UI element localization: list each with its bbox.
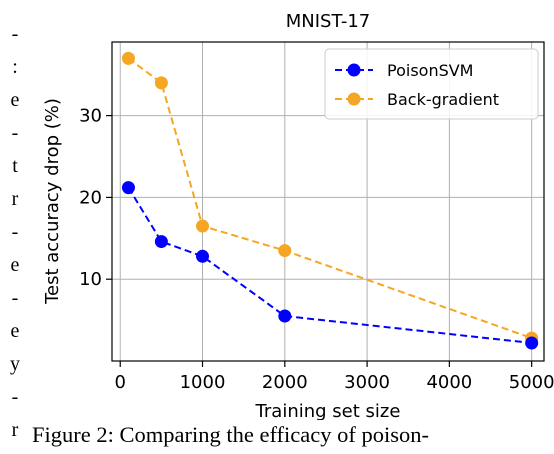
x-axis-label: Training set size (255, 401, 401, 420)
figure-caption: Figure 2: Comparing the efficacy of pois… (32, 422, 429, 447)
legend-swatch-marker (347, 63, 361, 77)
plot-frame (111, 41, 545, 362)
left-text-fragment: - (11, 221, 19, 243)
series-line-poisonsvm (127, 187, 532, 344)
legend-swatch-marker (347, 92, 361, 106)
left-text-fragment: - (11, 287, 19, 309)
left-text-fragment: e (10, 254, 20, 276)
data-point-poisonsvm (196, 249, 210, 263)
data-point-back-gradient (196, 219, 210, 233)
series-layer (121, 51, 539, 350)
data-point-back-gradient (121, 51, 135, 65)
data-point-poisonsvm (121, 181, 135, 195)
left-text-fragment: y (10, 353, 20, 375)
left-text-fragment: : (12, 56, 18, 78)
left-text-fragment: e (10, 89, 20, 111)
left-text-fragment: - (11, 122, 19, 144)
left-text-fragment: r (11, 188, 19, 210)
left-text-fragment: r (11, 419, 19, 441)
x-tick-label: 1000 (180, 372, 226, 393)
left-text-fragment: - (11, 23, 19, 45)
data-point-back-gradient (278, 244, 292, 258)
legend-label: PoisonSVM (387, 61, 473, 80)
data-point-poisonsvm (154, 235, 168, 249)
x-tick-label: 5000 (509, 372, 554, 393)
y-tick-label: 10 (79, 269, 102, 290)
legend-label: Back-gradient (387, 90, 499, 109)
left-text-fragment: e (10, 320, 20, 342)
legend: PoisonSVM Back-gradient (324, 48, 539, 120)
x-tick-label: 4000 (426, 372, 472, 393)
y-axis-label: Test accuracy drop (%) (42, 98, 63, 305)
data-point-poisonsvm (278, 309, 292, 323)
x-tick-label: 2000 (262, 372, 308, 393)
chart-title: MNIST-17 (286, 11, 370, 32)
y-tick-label: 20 (79, 187, 102, 208)
legend-box (324, 48, 539, 120)
x-tick-label: 3000 (344, 372, 390, 393)
left-text-fragment: t (12, 155, 18, 177)
line-chart: MNIST-17 0 1000 2000 3000 4000 5000 10 20 30 Tra… (42, 11, 554, 420)
ticks: 0 1000 2000 3000 4000 5000 10 20 30 (79, 106, 554, 393)
data-point-poisonsvm (525, 336, 539, 350)
left-text-fragment: - (11, 386, 19, 408)
data-point-back-gradient (154, 76, 168, 90)
y-tick-label: 30 (79, 106, 102, 127)
x-tick-label: 0 (115, 372, 126, 393)
